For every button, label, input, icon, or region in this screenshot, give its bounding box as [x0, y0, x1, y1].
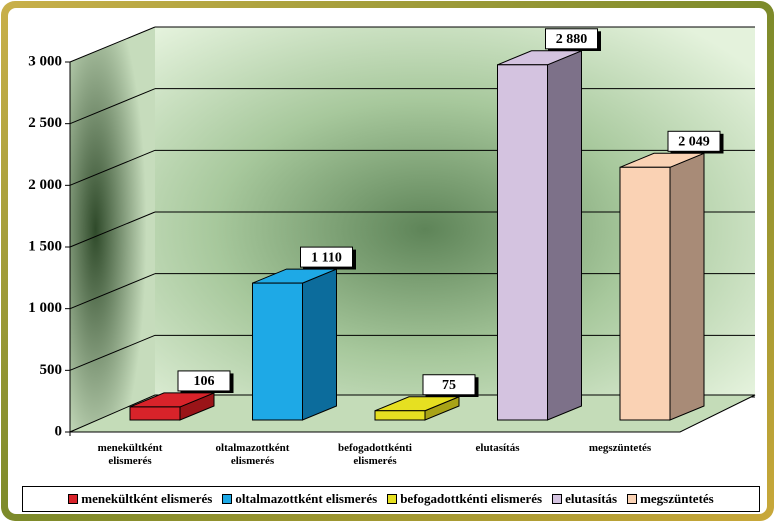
legend-label: elutasítás [565, 491, 618, 506]
legend-swatch [552, 494, 563, 504]
legend-item: megszüntetés [627, 491, 714, 507]
y-tick-label: 2 000 [28, 177, 62, 193]
grid-line [69, 88, 156, 125]
legend-label: befogadottkénti elismerés [400, 491, 543, 506]
value-label-text: 2 880 [556, 32, 588, 47]
legend-swatch [627, 494, 638, 504]
x-tick-label: megszüntetés [588, 442, 652, 454]
value-label-box [177, 370, 231, 392]
value-label-box [300, 246, 353, 268]
value-label-box [422, 374, 476, 396]
y-tick-label: 3 000 [28, 53, 62, 69]
x-tick-label: befogadottkénti elismerés [338, 442, 412, 467]
y-tick-label: 0 [55, 423, 63, 439]
value-label: 75 [422, 374, 476, 396]
legend-swatch [68, 494, 79, 504]
value-label: 106 [177, 370, 231, 392]
value-label-box [545, 28, 598, 50]
legend-item: elutasítás [552, 491, 617, 507]
value-label: 2 880 [545, 28, 598, 50]
y-tick-label: 500 [40, 362, 63, 378]
legend-item: menekültként elismerés [68, 491, 212, 507]
grid-line [69, 26, 156, 63]
y-tick-label: 1 000 [28, 300, 62, 316]
legend-item: oltalmazottként elismerés [222, 491, 377, 507]
y-tick-label: 2 500 [28, 115, 62, 131]
bar [497, 64, 548, 421]
legend-swatch [222, 494, 233, 504]
grid-line [69, 149, 156, 186]
y-tick-label: 1 500 [28, 238, 62, 254]
legend-swatch [387, 494, 398, 504]
legend-label: megszüntetés [640, 491, 714, 506]
grid-line [69, 334, 156, 371]
bar-side [302, 268, 337, 421]
bar [619, 166, 671, 421]
value-label-text: 2 049 [678, 135, 710, 150]
legend-label: oltalmazottként elismerés [235, 491, 378, 506]
value-label: 1 110 [300, 246, 353, 268]
legend-item: befogadottkénti elismerés [387, 491, 542, 507]
value-label-text: 106 [194, 374, 215, 389]
grid-line [69, 211, 156, 248]
value-label-text: 75 [442, 378, 456, 393]
bar [374, 410, 426, 421]
value-label-box [667, 130, 721, 152]
grid-line [69, 273, 156, 310]
bar-side [547, 50, 582, 421]
x-tick-label: oltalmazottként elismerés [215, 442, 290, 467]
value-label: 2 049 [667, 130, 721, 152]
legend: menekültként elismerés oltalmazottként el… [22, 486, 760, 512]
value-label-text: 1 110 [311, 250, 342, 265]
x-tick-label: menekültként elismerés [97, 442, 163, 467]
bar [252, 282, 303, 421]
bar [129, 406, 181, 421]
x-tick-label: elutasítás [475, 442, 520, 454]
bar-side [669, 152, 705, 421]
legend-label: menekültként elismerés [81, 491, 213, 506]
